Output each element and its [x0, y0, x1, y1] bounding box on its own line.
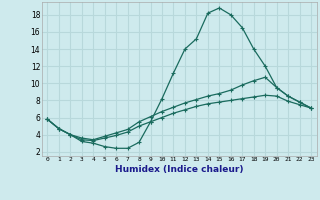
X-axis label: Humidex (Indice chaleur): Humidex (Indice chaleur) [115, 165, 244, 174]
